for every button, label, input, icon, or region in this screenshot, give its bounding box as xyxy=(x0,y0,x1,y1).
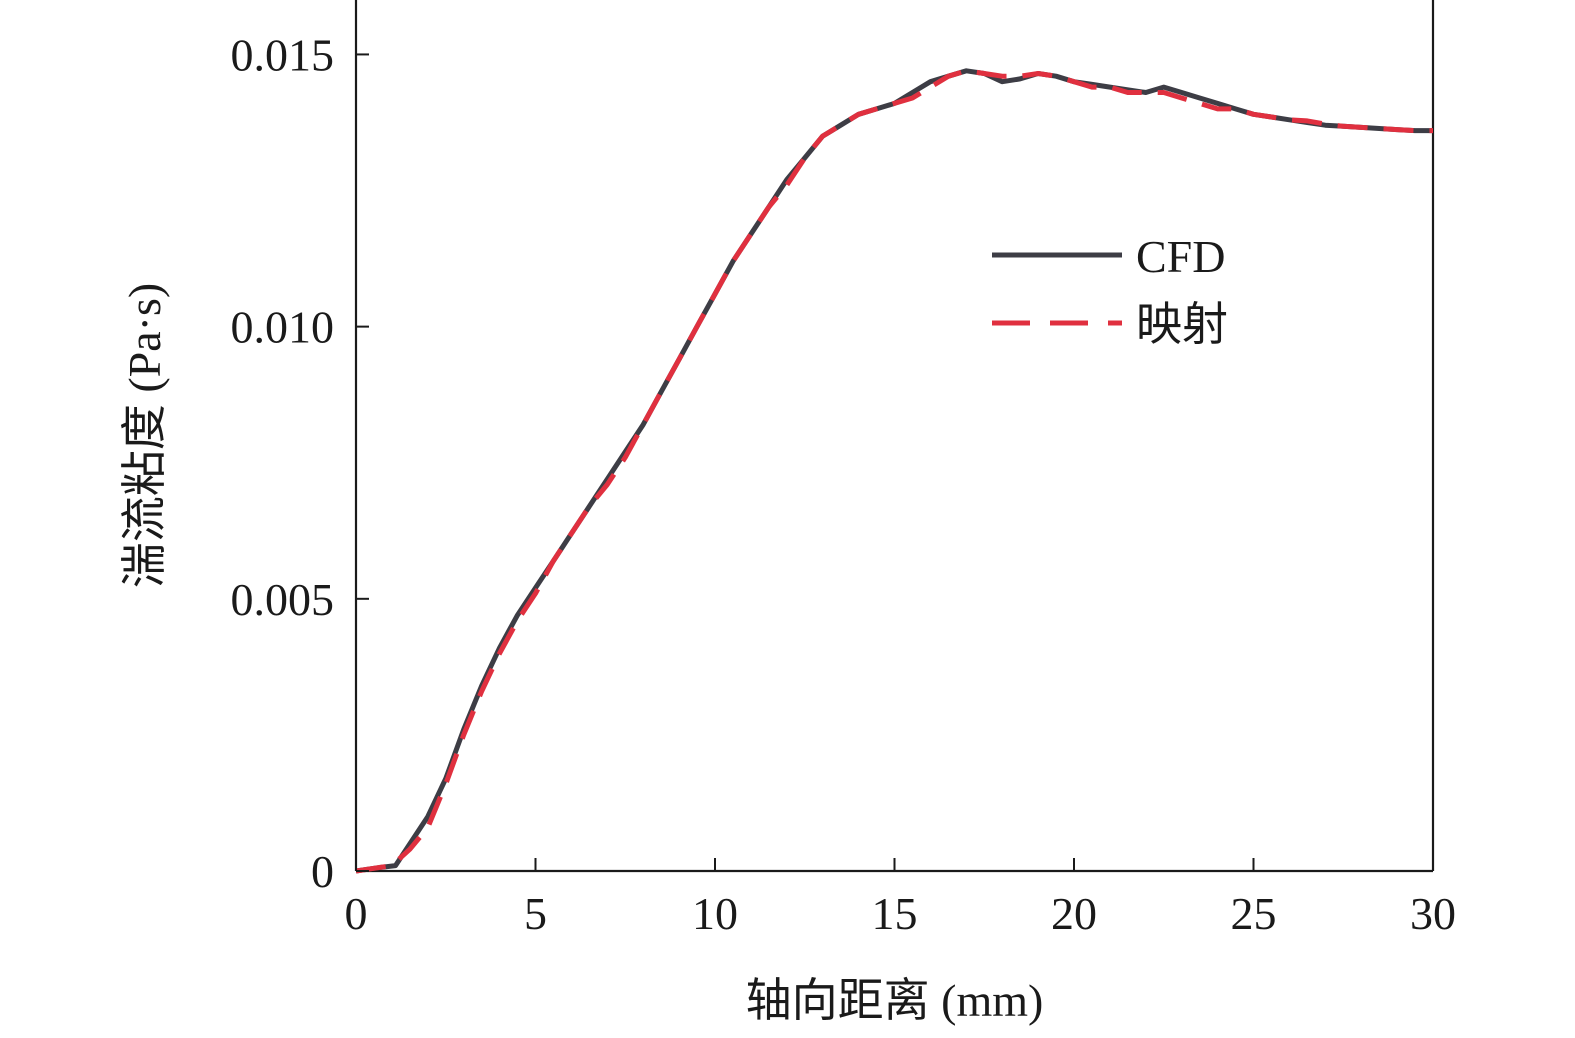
y-axis-title: 湍流粘度 (Pa·s) xyxy=(119,283,170,588)
x-tick-label: 30 xyxy=(1410,888,1456,939)
legend-label-2: 映射 xyxy=(1136,299,1228,350)
legend: CFD 映射 xyxy=(992,231,1228,350)
series-layer xyxy=(355,68,1433,874)
y-axis: 0 0.005 0.010 0.015 xyxy=(231,29,369,897)
x-tick-label: 15 xyxy=(872,888,918,939)
legend-label-1: CFD xyxy=(1136,231,1225,282)
plot-frame xyxy=(354,0,1435,873)
x-tick-label: 5 xyxy=(524,888,547,939)
x-tick-label: 10 xyxy=(692,888,738,939)
y-tick-label: 0.010 xyxy=(231,302,335,353)
x-tick-label: 25 xyxy=(1231,888,1277,939)
y-tick-label: 0.015 xyxy=(231,29,335,80)
y-tick-label: 0.005 xyxy=(231,574,335,625)
x-axis-title: 轴向距离 (mm) xyxy=(746,975,1044,1026)
series-line-1 xyxy=(355,68,1433,874)
x-tick-label: 0 xyxy=(345,888,368,939)
x-tick-label: 20 xyxy=(1051,888,1097,939)
y-tick-label: 0 xyxy=(311,846,334,897)
series-line-2 xyxy=(355,68,1433,874)
x-axis: 0 5 10 15 20 25 30 xyxy=(345,858,1456,939)
